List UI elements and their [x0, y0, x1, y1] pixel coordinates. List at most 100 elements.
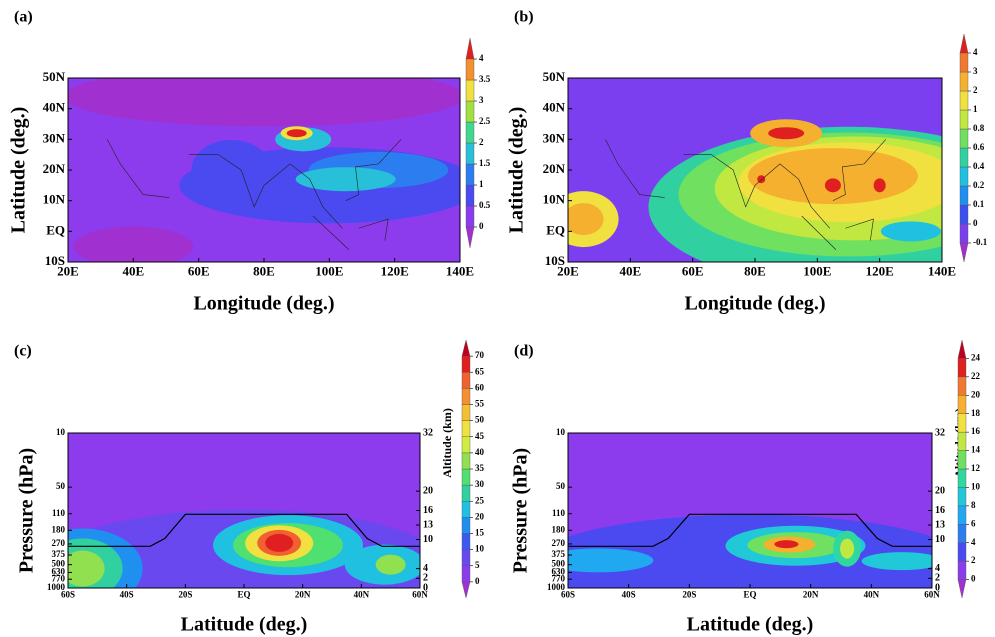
colorbar-tick-label: 0	[971, 574, 976, 584]
colorbar-segment	[957, 431, 967, 451]
contour-fill	[191, 140, 272, 200]
x-tick-label: 20S	[682, 589, 696, 599]
colorbar-segment	[461, 501, 471, 518]
colorbar-tick-label: 0.2	[973, 180, 985, 190]
x-axis-label: Longitude (deg.)	[193, 293, 334, 315]
y-tick-label: 10S	[45, 253, 65, 268]
y-tick-label: 50	[56, 481, 66, 491]
x-tick-label: 20E	[57, 263, 79, 278]
contour-fill	[375, 554, 406, 575]
contour-fill	[568, 203, 604, 236]
y2-tick-label: 32	[423, 427, 433, 438]
y-tick-label: 375	[52, 549, 66, 559]
x-tick-label: 60E	[188, 263, 210, 278]
y-tick-label: 50	[556, 481, 566, 491]
x-tick-label: 40N	[864, 589, 880, 599]
colorbar-tick-label: 45	[475, 431, 485, 441]
colorbar-segment	[461, 468, 471, 486]
tropopause-line	[68, 513, 420, 547]
colorbar-tick-label: 30	[475, 479, 485, 489]
colorbar-tick-label: 14	[971, 445, 981, 455]
y2-tick-label: 10	[423, 534, 433, 545]
x-tick-label: 20N	[803, 589, 819, 599]
colorbar-tick-label: 40	[475, 447, 485, 457]
panel-label: (d)	[514, 343, 534, 360]
y2-tick-label: 0	[423, 582, 428, 593]
y-tick-label: 180	[52, 524, 66, 534]
colorbar-tick-label: 5	[475, 560, 480, 570]
colorbar-segment	[461, 533, 471, 550]
x-axis-label: Latitude (deg.)	[687, 614, 814, 636]
colorbar-tick-label: 2.5	[479, 116, 491, 126]
y-tick-label: 1000	[47, 582, 66, 592]
x-tick-label: 60N	[924, 589, 940, 599]
colorbar-tick-label: 1	[479, 179, 484, 189]
x-tick-label: 80E	[253, 263, 275, 278]
x-axis-label: Longitude (deg.)	[684, 293, 825, 315]
colorbar-segment	[461, 484, 471, 502]
colorbar-tick-label: 35	[475, 463, 485, 473]
colorbar-segment	[957, 413, 967, 433]
y-tick-label: 10	[556, 427, 566, 437]
colorbar-segment	[959, 52, 969, 73]
contour-field	[68, 78, 460, 262]
contour-fill	[824, 178, 841, 193]
y2-tick-label: 16	[935, 505, 945, 516]
x-tick-label: 40S	[622, 589, 636, 599]
tropopause-line	[568, 513, 932, 547]
contour-fill	[68, 78, 460, 127]
colorbar-end	[957, 339, 967, 359]
y2-tick-label: 13	[935, 519, 945, 530]
x-tick-label: 120E	[381, 263, 409, 278]
x-tick-label: EQ	[237, 589, 250, 599]
y2-tick-label: 10	[935, 534, 945, 545]
y-tick-label: 110	[52, 508, 66, 518]
colorbar-segment	[957, 450, 967, 470]
colorbar-segment	[461, 517, 471, 534]
colorbar-segment	[957, 524, 967, 543]
colorbar-tick-label: 0	[479, 221, 484, 231]
colorbar-end	[959, 242, 969, 263]
x-tick-label: 140E	[446, 263, 474, 278]
colorbar-tick-label: 0	[973, 218, 978, 228]
colorbar-segment	[957, 487, 967, 507]
y-axis-label: Latitude (deg.)	[506, 107, 528, 234]
colorbar-tick-label: 0	[475, 576, 480, 586]
y-tick-label: 20N	[543, 161, 566, 176]
contour-field	[568, 78, 942, 262]
y2-tick-label: 20	[423, 485, 433, 496]
contour-fill	[570, 94, 691, 135]
y-tick-label: EQ	[46, 222, 65, 237]
y-tick-label: 630	[52, 567, 66, 577]
colorbar-tick-label: 0.6	[973, 142, 985, 152]
y2-axis-label: Altitude (km)	[440, 408, 454, 478]
contour-field	[568, 433, 932, 588]
contour-fill	[568, 548, 654, 573]
y2-tick-label: 2	[423, 573, 428, 584]
colorbar-end	[465, 37, 475, 60]
colorbar-tick-label: 3	[479, 95, 484, 105]
x-tick-label: 60N	[412, 589, 428, 599]
contour-field	[68, 433, 420, 588]
x-tick-label: 40E	[122, 263, 144, 278]
colorbar-segment	[957, 542, 967, 562]
colorbar-segment	[461, 404, 471, 421]
y2-tick-label: 32	[935, 427, 945, 438]
colorbar-segment	[959, 185, 969, 206]
colorbar-tick-label: 60	[475, 382, 485, 392]
colorbar-segment	[957, 468, 967, 488]
y2-tick-label: 4	[423, 563, 428, 574]
contour-fill	[757, 175, 766, 184]
colorbar-segment	[957, 358, 967, 378]
x-tick-label: 80E	[744, 263, 766, 278]
y-tick-label: 30N	[543, 130, 566, 145]
y-tick-label: 180	[552, 524, 566, 534]
x-tick-label: 60E	[682, 263, 704, 278]
contour-fill	[774, 540, 799, 549]
contour-fill	[880, 221, 941, 242]
y-tick-label: 10	[56, 427, 66, 437]
colorbar-segment	[465, 79, 475, 102]
colorbar-tick-label: 15	[475, 528, 485, 538]
colorbar-segment	[465, 121, 475, 144]
